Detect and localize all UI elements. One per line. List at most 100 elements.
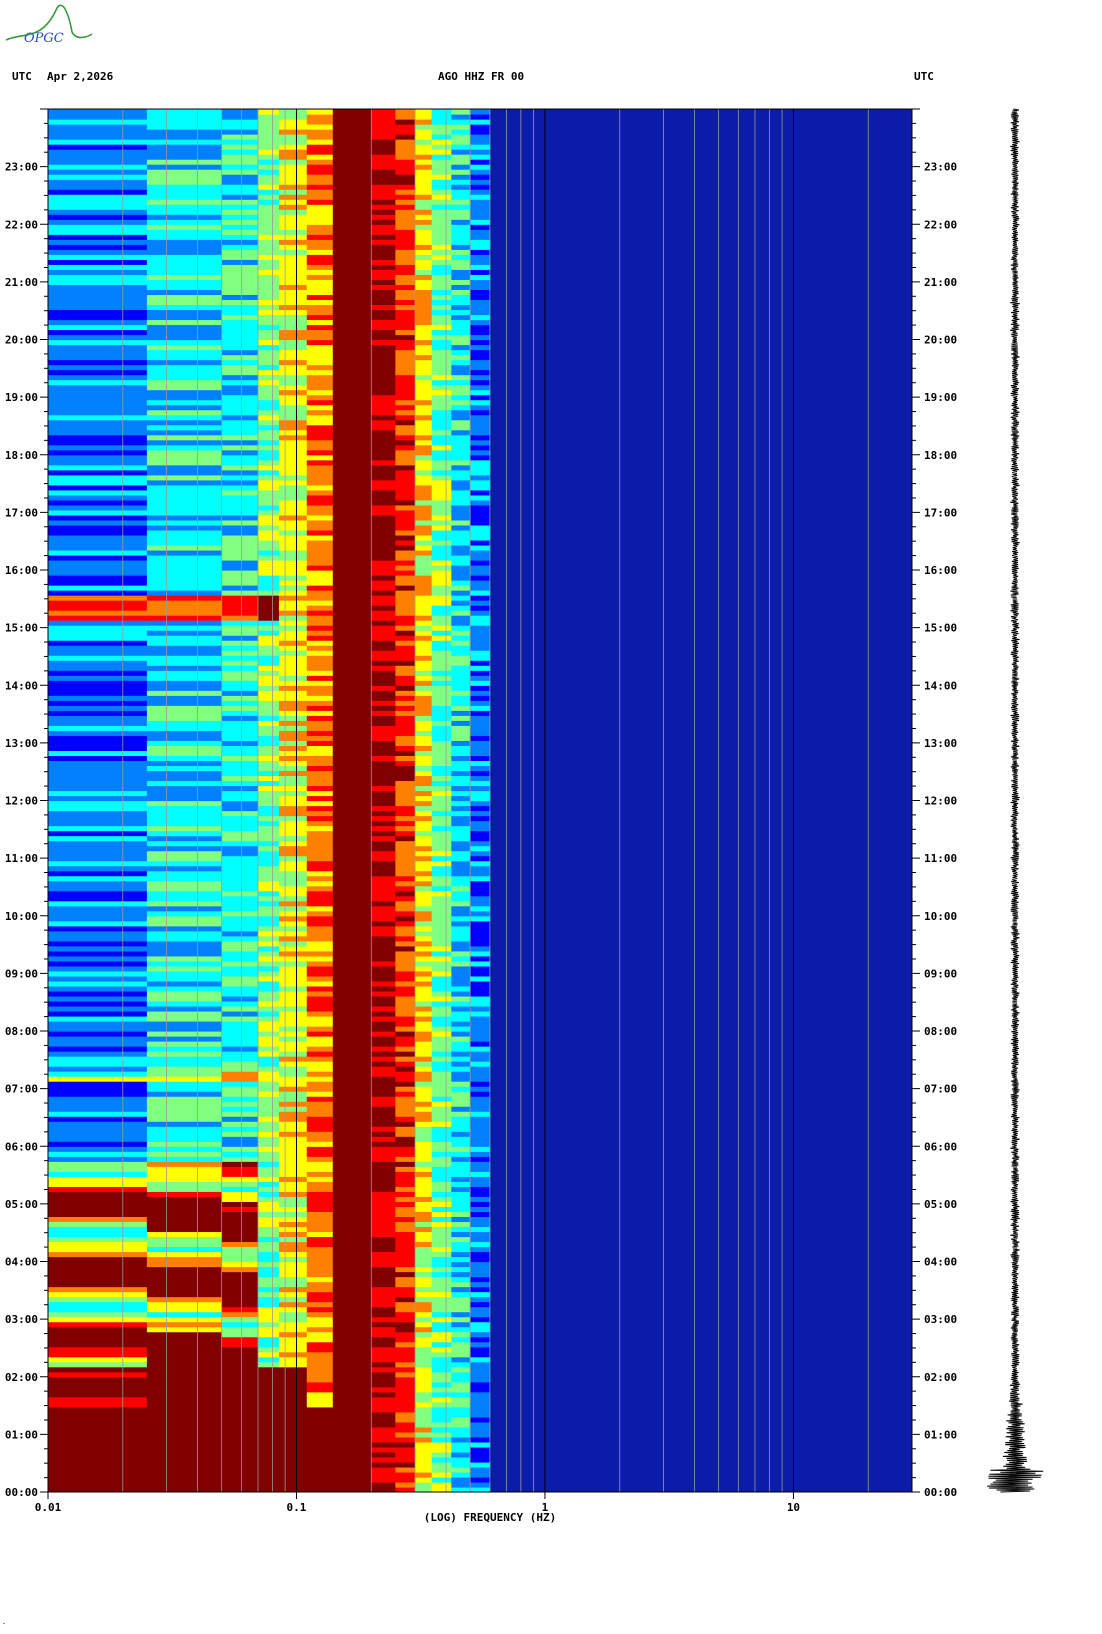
spectrogram-cell: [451, 1376, 471, 1383]
spectrogram-cell: [395, 244, 416, 250]
spectrogram-cell: [48, 960, 148, 967]
spectrogram-cell: [431, 1206, 452, 1212]
spectrogram-cell: [451, 1351, 471, 1358]
spectrogram-cell: [415, 805, 433, 812]
spectrogram-cell: [371, 324, 396, 331]
spectrogram-cell: [257, 1096, 280, 1102]
spectrogram-cell: [431, 1276, 452, 1283]
spectrogram-cell: [48, 249, 148, 255]
spectrogram-cell: [431, 504, 452, 511]
spectrogram-cell: [332, 549, 372, 556]
spectrogram-cell: [431, 1411, 452, 1418]
spectrogram-cell: [431, 189, 452, 195]
spectrogram-cell: [221, 900, 259, 907]
spectrogram-cell: [431, 1351, 452, 1358]
spectrogram-cell: [257, 670, 280, 676]
spectrogram-cell: [470, 134, 491, 140]
spectrogram-cell: [470, 635, 491, 641]
spectrogram-cell: [470, 825, 491, 832]
spectrogram-row: [48, 1196, 491, 1202]
spectrogram-cell: [48, 1436, 148, 1443]
spectrogram-cell: [451, 304, 471, 311]
spectrogram-cell: [395, 630, 416, 636]
spectrogram-cell: [431, 369, 452, 376]
spectrogram-row: [48, 1251, 491, 1258]
spectrogram-cell: [48, 1386, 148, 1393]
spectrogram-cell: [332, 1386, 372, 1393]
spectrogram-row: [48, 785, 491, 792]
spectrogram-cell: [48, 630, 148, 636]
spectrogram-cell: [257, 454, 280, 461]
spectrogram-cell: [221, 349, 259, 356]
spectrogram-cell: [48, 484, 148, 491]
spectrogram-cell: [451, 1451, 471, 1458]
spectrogram-cell: [395, 615, 416, 621]
spectrogram-cell: [257, 905, 280, 912]
spectrogram-cell: [221, 965, 259, 972]
spectrogram-cell: [371, 299, 396, 306]
spectrogram-cell: [415, 920, 433, 927]
spectrogram-cell: [306, 169, 334, 175]
spectrogram-cell: [371, 1076, 396, 1082]
spectrogram-cell: [470, 1221, 491, 1228]
spectrogram-cell: [332, 409, 372, 416]
spectrogram-cell: [470, 1141, 491, 1147]
spectrogram-cell: [48, 1416, 148, 1423]
spectrogram-cell: [48, 324, 148, 331]
spectrogram-cell: [221, 1236, 259, 1243]
spectrogram-cell: [278, 610, 308, 616]
spectrogram-cell: [257, 1146, 280, 1152]
spectrogram-cell: [221, 600, 259, 606]
spectrogram-cell: [306, 259, 334, 265]
spectrogram-cell: [332, 855, 372, 862]
spectrogram-cell: [146, 309, 223, 316]
spectrogram-cell: [48, 905, 148, 912]
spectrogram-cell: [278, 680, 308, 686]
spectrogram-cell: [332, 214, 372, 220]
spectrogram-cell: [332, 1206, 372, 1212]
spectrogram-cell: [332, 690, 372, 696]
spectrogram-cell: [415, 244, 433, 250]
y-tick-label-left: 00:00: [5, 1486, 38, 1499]
spectrogram-cell: [278, 1436, 308, 1443]
spectrogram-cell: [221, 890, 259, 897]
spectrogram-cell: [395, 1236, 416, 1243]
spectrogram-cell: [431, 1316, 452, 1323]
spectrogram-cell: [146, 1025, 223, 1032]
spectrogram-cell: [415, 895, 433, 902]
spectrogram-cell: [395, 1446, 416, 1453]
spectrogram-cell: [332, 715, 372, 721]
spectrogram-cell: [431, 539, 452, 546]
spectrogram-row: [48, 760, 491, 767]
spectrogram-row: [48, 1366, 491, 1373]
spectrogram-cell: [306, 1351, 334, 1358]
spectrogram-cell: [415, 885, 433, 892]
spectrogram-cell: [415, 564, 433, 571]
spectrogram-cell: [48, 805, 148, 812]
spectrogram-cell: [415, 164, 433, 170]
spectrogram-cell: [306, 595, 334, 601]
spectrogram-cell: [332, 575, 372, 581]
spectrogram-cell: [371, 399, 396, 406]
spectrogram-cell: [470, 860, 491, 867]
spectrogram-cell: [371, 524, 396, 531]
spectrogram-cell: [395, 269, 416, 275]
spectrogram-cell: [451, 329, 471, 336]
spectrogram-cell: [306, 319, 334, 326]
spectrogram-cell: [146, 1051, 223, 1057]
spectrogram-cell: [278, 219, 308, 225]
spectrogram-cell: [332, 595, 372, 601]
spectrogram-cell: [306, 494, 334, 501]
spectrogram-cell: [395, 1266, 416, 1273]
spectrogram-cell: [451, 710, 471, 716]
spectrogram-cell: [470, 610, 491, 616]
spectrogram-cell: [415, 965, 433, 972]
spectrogram-cell: [451, 1081, 471, 1087]
spectrogram-cell: [48, 1281, 148, 1288]
spectrogram-cell: [332, 364, 372, 371]
spectrogram-cell: [415, 514, 433, 521]
spectrogram-cell: [48, 595, 148, 601]
spectrogram-cell: [278, 1036, 308, 1042]
x-tick-label: 1: [542, 1501, 549, 1514]
spectrogram-cell: [221, 995, 259, 1002]
